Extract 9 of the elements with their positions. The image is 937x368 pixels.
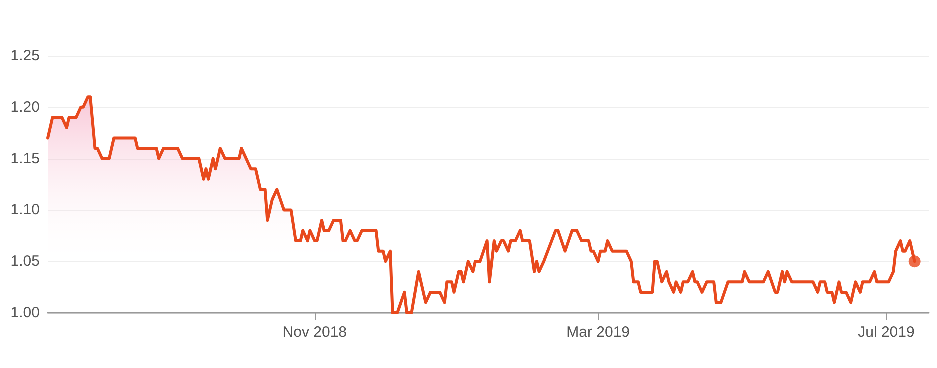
y-tick-label: 1.00 [10, 304, 40, 322]
y-tick-label: 1.10 [10, 202, 40, 219]
y-tick-label: 1.15 [10, 150, 40, 168]
y-tick-label: 1.25 [10, 48, 40, 64]
x-tick-label: Mar 2019 [566, 324, 630, 341]
x-tick-label: Jul 2019 [858, 324, 915, 341]
x-tick-label: Nov 2018 [282, 324, 348, 341]
y-tick-label: 1.05 [10, 253, 40, 270]
y-tick-label: 1.20 [10, 98, 40, 116]
